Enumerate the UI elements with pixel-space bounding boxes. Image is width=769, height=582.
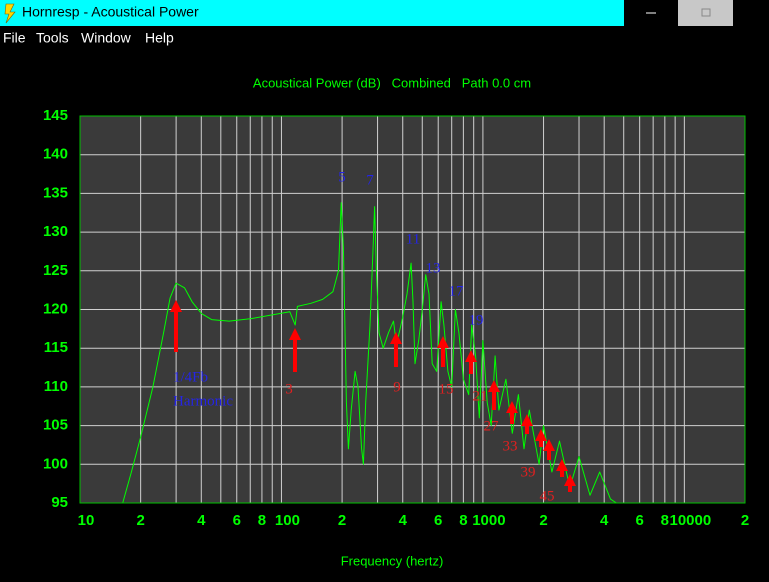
harmonic-arrow <box>488 380 500 410</box>
x-tick-label: 4 <box>600 512 609 529</box>
annotation: 45 <box>540 488 555 504</box>
x-tick-label: 4 <box>197 512 206 529</box>
x-tick-label: 4 <box>399 512 408 529</box>
x-tick-label: 6 <box>434 512 442 529</box>
close-button[interactable] <box>733 0 769 26</box>
x-tick-label: 2 <box>136 512 144 529</box>
annotation: 9 <box>393 379 401 395</box>
harmonic-arrow <box>564 474 576 492</box>
x-tick-label: 2 <box>741 512 749 529</box>
annotation: 13 <box>426 260 441 276</box>
harmonic-arrow <box>437 336 449 367</box>
maximize-button[interactable] <box>678 0 733 26</box>
harmonic-arrow <box>289 328 301 372</box>
harmonic-arrow <box>543 439 555 460</box>
menu-item[interactable]: Window <box>81 30 132 46</box>
y-tick-label: 110 <box>44 378 68 395</box>
menu-item[interactable]: Help <box>145 30 174 46</box>
x-tick-label: 2 <box>539 512 547 529</box>
annotation: 3 <box>285 381 293 397</box>
harmonic-arrow <box>556 459 568 477</box>
x-tick-label: 6 <box>233 512 241 529</box>
harmonic-arrow <box>506 401 518 424</box>
y-tick-label: 115 <box>44 339 68 356</box>
annotation: 39 <box>521 464 536 480</box>
harmonic-arrow <box>535 429 547 447</box>
y-tick-label: 140 <box>43 146 68 163</box>
y-tick-label: 125 <box>43 262 68 279</box>
annotation: 27 <box>484 418 500 434</box>
y-tick-label: 105 <box>43 417 68 434</box>
menu-bar <box>0 26 769 52</box>
menu-item[interactable]: Tools <box>36 30 69 46</box>
y-tick-label: 135 <box>43 184 68 201</box>
y-tick-label: 95 <box>51 494 68 511</box>
y-tick-label: 145 <box>43 107 68 124</box>
chart-title: Acoustical Power (dB) Combined Path 0.0 … <box>253 75 531 90</box>
menu-item[interactable]: File <box>3 30 26 46</box>
plot-frame <box>79 115 746 504</box>
x-tick-label: 100 <box>275 512 300 529</box>
annotation: 19 <box>469 312 484 328</box>
annotation: 33 <box>503 438 518 454</box>
annotation: 5 <box>338 169 346 185</box>
annotation: 15 <box>439 381 454 397</box>
harmonic-arrow <box>465 350 477 374</box>
x-tick-label: 10000 <box>669 512 711 529</box>
x-tick-label: 1000 <box>472 512 505 529</box>
response-curve <box>122 202 617 504</box>
app-icon <box>4 3 16 24</box>
x-tick-label: 8 <box>661 512 669 529</box>
x-tick-label: 2 <box>338 512 346 529</box>
annotation: 1/4Fb <box>173 369 208 385</box>
annotation: 17 <box>449 283 465 299</box>
window-title: Hornresp - Acoustical Power <box>22 4 199 20</box>
x-tick-label: 10 <box>78 512 95 529</box>
x-axis-title: Frequency (hertz) <box>341 553 444 568</box>
maximize-icon <box>701 8 711 17</box>
annotation: 11 <box>406 231 420 247</box>
x-tick-label: 6 <box>635 512 643 529</box>
harmonic-arrow <box>521 414 533 434</box>
y-tick-label: 120 <box>43 300 68 317</box>
x-tick-label: 8 <box>258 512 266 529</box>
harmonic-arrow <box>390 332 402 367</box>
annotation: 21 <box>473 388 488 404</box>
annotation: Harmonic <box>173 393 233 409</box>
y-tick-label: 130 <box>43 223 68 240</box>
x-tick-label: 8 <box>459 512 467 529</box>
annotation: 7 <box>366 172 374 188</box>
y-tick-label: 100 <box>43 455 68 472</box>
harmonic-arrow <box>170 300 182 352</box>
